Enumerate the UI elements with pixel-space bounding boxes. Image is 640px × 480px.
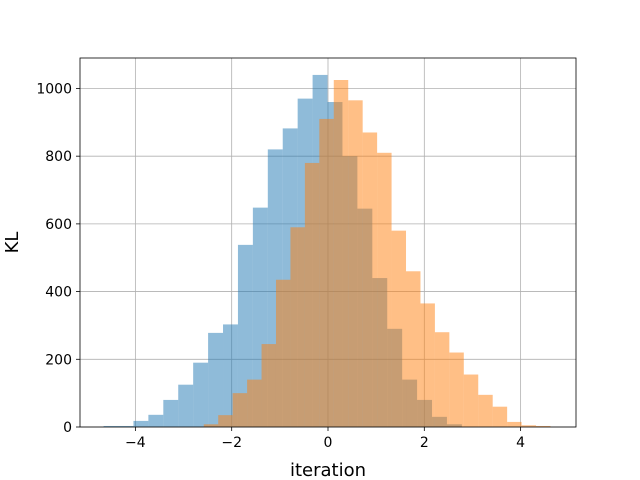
x-tick-label: 4 bbox=[516, 435, 525, 451]
histogram-bar-series-2 bbox=[261, 344, 276, 427]
histogram-bar-series-2 bbox=[507, 421, 522, 427]
bars-layer bbox=[103, 74, 551, 428]
histogram-bar-series-2 bbox=[218, 415, 233, 427]
y-tick-label: 400 bbox=[45, 285, 72, 301]
histogram-bar-series-2 bbox=[492, 406, 508, 427]
histogram-bar-series-1 bbox=[103, 425, 119, 427]
histogram-bar-series-1 bbox=[193, 362, 209, 427]
histogram-bar-series-2 bbox=[449, 352, 464, 427]
y-tick-label: 0 bbox=[63, 420, 72, 436]
histogram-bar-series-2 bbox=[333, 80, 349, 428]
histogram-bar-series-2 bbox=[420, 303, 435, 427]
histogram-bar-series-2 bbox=[275, 279, 291, 427]
x-tick-label: −2 bbox=[221, 435, 242, 451]
histogram-bar-series-2 bbox=[478, 394, 493, 427]
y-tick-label: 600 bbox=[45, 217, 72, 233]
histogram-bar-series-1 bbox=[178, 384, 194, 427]
histogram-bar-series-2 bbox=[463, 374, 479, 427]
histogram-bar-series-2 bbox=[203, 424, 219, 427]
x-tick-label: 2 bbox=[420, 435, 429, 451]
x-tick-label: −4 bbox=[125, 435, 146, 451]
x-tick-label: 0 bbox=[324, 435, 333, 451]
histogram-bar-series-2 bbox=[232, 393, 248, 427]
histogram-bar-series-1 bbox=[133, 420, 149, 427]
histogram-bar-series-2 bbox=[290, 227, 305, 427]
histogram-bar-series-1 bbox=[118, 425, 134, 427]
y-tick-label: 200 bbox=[45, 352, 72, 368]
histogram-bar-series-2 bbox=[391, 230, 407, 427]
histogram-bar-series-2 bbox=[319, 118, 334, 427]
ticks-layer: −4 −2 0 2 4 0 200 400 600 800 1000 bbox=[36, 81, 525, 451]
histogram-bar-series-2 bbox=[247, 379, 262, 427]
histogram-bar-series-2 bbox=[348, 100, 363, 427]
histogram-bar-series-2 bbox=[406, 271, 421, 427]
y-axis-label: KL bbox=[2, 232, 23, 254]
histogram-bar-series-2 bbox=[434, 332, 450, 427]
histogram-bar-series-2 bbox=[362, 132, 378, 428]
y-tick-label: 1000 bbox=[36, 81, 72, 97]
histogram-bar-series-2 bbox=[377, 152, 392, 427]
x-axis-label: iteration bbox=[290, 460, 366, 480]
histogram-bar-series-2 bbox=[521, 425, 537, 427]
histogram-bar-series-1 bbox=[163, 399, 179, 427]
histogram-bar-series-1 bbox=[148, 414, 164, 427]
y-tick-label: 800 bbox=[45, 149, 72, 165]
histogram-bar-series-2 bbox=[536, 425, 551, 427]
histogram-bar-series-2 bbox=[304, 162, 320, 428]
histogram-bar-series-1 bbox=[208, 332, 224, 427]
